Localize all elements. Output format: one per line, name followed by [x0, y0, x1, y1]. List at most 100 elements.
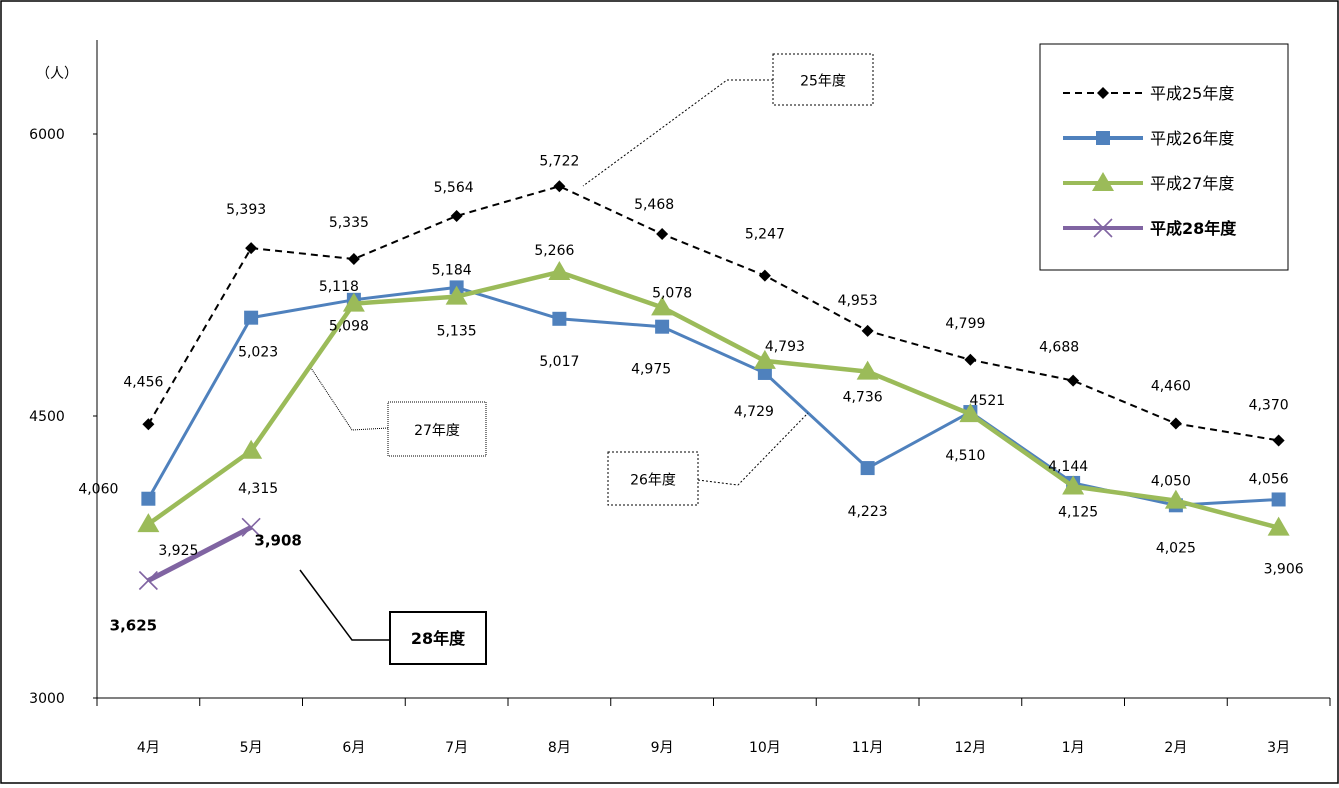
series-1-data-label-11: 4,056	[1249, 471, 1289, 487]
series-0-marker-2	[347, 253, 360, 266]
x-tick-label-11: 3月	[1267, 740, 1290, 756]
legend-marker-3-stroke-b	[1093, 218, 1113, 238]
series-1-data-label-10: 4,025	[1156, 540, 1196, 556]
callout-3-leader	[299, 569, 390, 641]
series-2-data-label-2: 5,098	[329, 319, 369, 335]
series-3-marker-0	[138, 570, 158, 591]
x-tick-label-1: 5月	[240, 740, 263, 756]
series-0-marker-10	[1169, 417, 1182, 430]
series-2-data-label-5: 5,078	[652, 285, 692, 301]
series-1-data-label-4: 5,017	[539, 354, 579, 370]
series-3-data-label-0: 3,625	[110, 617, 157, 635]
callout-1-box	[607, 451, 699, 506]
series-1-data-label-2: 5,118	[319, 279, 359, 295]
series-0-data-label-2: 5,335	[329, 215, 369, 231]
series-0-data-label-10: 4,460	[1151, 379, 1191, 395]
series-2-marker-0	[137, 513, 160, 533]
series-1-data-label-9: 4,144	[1048, 459, 1088, 475]
callout-1-text: 26年度	[630, 473, 676, 489]
series-2-marker-6	[753, 349, 776, 369]
series-0-marker-4	[553, 180, 566, 193]
series-0-data-label-7: 4,953	[838, 293, 878, 309]
callout-2-box	[387, 401, 487, 457]
series-2-marker-5	[651, 296, 674, 316]
series-2-data-label-0: 3,925	[158, 543, 198, 559]
series-0-marker-0	[142, 418, 155, 431]
legend-item-1: 平成26年度	[1063, 129, 1234, 148]
series-1-marker-4	[552, 311, 567, 326]
x-tick-label-2: 6月	[342, 740, 365, 756]
series-0-marker-1	[245, 242, 258, 255]
legend-box	[1039, 43, 1289, 271]
series-0-marker-6	[758, 269, 771, 282]
series-0-data-label-5: 5,468	[634, 197, 674, 213]
series-3-line	[147, 525, 253, 583]
legend-marker-0	[1097, 87, 1109, 99]
legend-item-3: 平成28年度	[1063, 218, 1237, 238]
series-0-data-label-1: 5,393	[226, 202, 266, 218]
series-2-data-label-7: 4,736	[843, 390, 883, 406]
series-1-data-label-6: 4,729	[734, 404, 774, 420]
series-1-marker-6	[757, 365, 772, 380]
legend-item-2: 平成27年度	[1063, 172, 1234, 193]
callout-2-leader	[310, 367, 389, 431]
legend-label-1: 平成26年度	[1150, 129, 1234, 148]
callout-0-box	[772, 53, 874, 106]
series-0-data-label-11: 4,370	[1249, 397, 1289, 413]
legend-marker-1	[1096, 131, 1110, 145]
series-2-data-label-6: 4,793	[765, 339, 805, 355]
legend-marker-3	[1093, 218, 1113, 238]
series-0	[142, 180, 1285, 447]
series-1-marker-0	[141, 491, 156, 506]
series-2-marker-8	[959, 403, 982, 423]
series-3-marker-0-stroke-b	[138, 570, 158, 591]
series-2-data-label-9: 4,125	[1058, 505, 1098, 521]
series-0-marker-9	[1067, 374, 1080, 387]
x-tick-label-5: 9月	[651, 740, 674, 756]
series-1-marker-5	[655, 319, 670, 334]
series-2-line	[147, 269, 1280, 530]
callout-0: 25年度	[582, 53, 874, 187]
legend-label-0: 平成25年度	[1150, 84, 1234, 103]
series-0-marker-11	[1272, 434, 1285, 447]
y-tick-label-1: 4500	[29, 409, 65, 425]
series-1-data-label-3: 5,184	[432, 262, 472, 278]
y-tick-label-2: 6000	[29, 127, 65, 143]
series-2-data-label-1: 4,315	[238, 481, 278, 497]
series-2-marker-3	[445, 285, 468, 305]
callout-3: 28年度	[299, 569, 487, 665]
series-2-data-label-3: 5,135	[437, 324, 477, 340]
legend-marker-2	[1092, 172, 1114, 191]
callout-2: 27年度	[310, 367, 487, 457]
series-2-marker-10	[1164, 489, 1187, 509]
series-1-data-label-1: 5,023	[238, 345, 278, 361]
series-2-marker-11	[1267, 516, 1290, 536]
legend-label-3: 平成28年度	[1150, 219, 1237, 238]
legend-label-2: 平成27年度	[1150, 174, 1234, 193]
series-0-marker-3	[450, 209, 463, 222]
series-0-marker-5	[656, 228, 669, 241]
series-1-data-label-8: 4521	[970, 393, 1006, 409]
series-1-marker-11	[1271, 492, 1286, 507]
series-0-data-label-6: 5,247	[745, 227, 785, 243]
series-0-data-label-0: 4,456	[123, 374, 163, 390]
y-tick-label-0: 3000	[29, 691, 65, 707]
x-tick-label-7: 11月	[852, 740, 884, 756]
y-axis-label: （人）	[36, 66, 78, 82]
series-2-marker-7	[856, 360, 879, 380]
series-2-data-label-11: 3,906	[1264, 562, 1304, 578]
callout-2-text: 27年度	[414, 423, 460, 439]
series-3-marker-1-stroke-b	[241, 517, 261, 537]
series-2-marker-1	[240, 439, 263, 459]
series-3-marker-1	[241, 517, 261, 537]
series-2-marker-2	[342, 292, 365, 312]
series-2-data-label-4: 5,266	[534, 243, 574, 259]
series-2-data-label-8: 4,510	[945, 448, 985, 464]
series-1-data-label-7: 4,223	[848, 504, 888, 520]
series-0-data-label-3: 5,564	[434, 180, 474, 196]
callout-1-leader	[697, 412, 809, 486]
x-tick-label-6: 10月	[749, 740, 781, 756]
